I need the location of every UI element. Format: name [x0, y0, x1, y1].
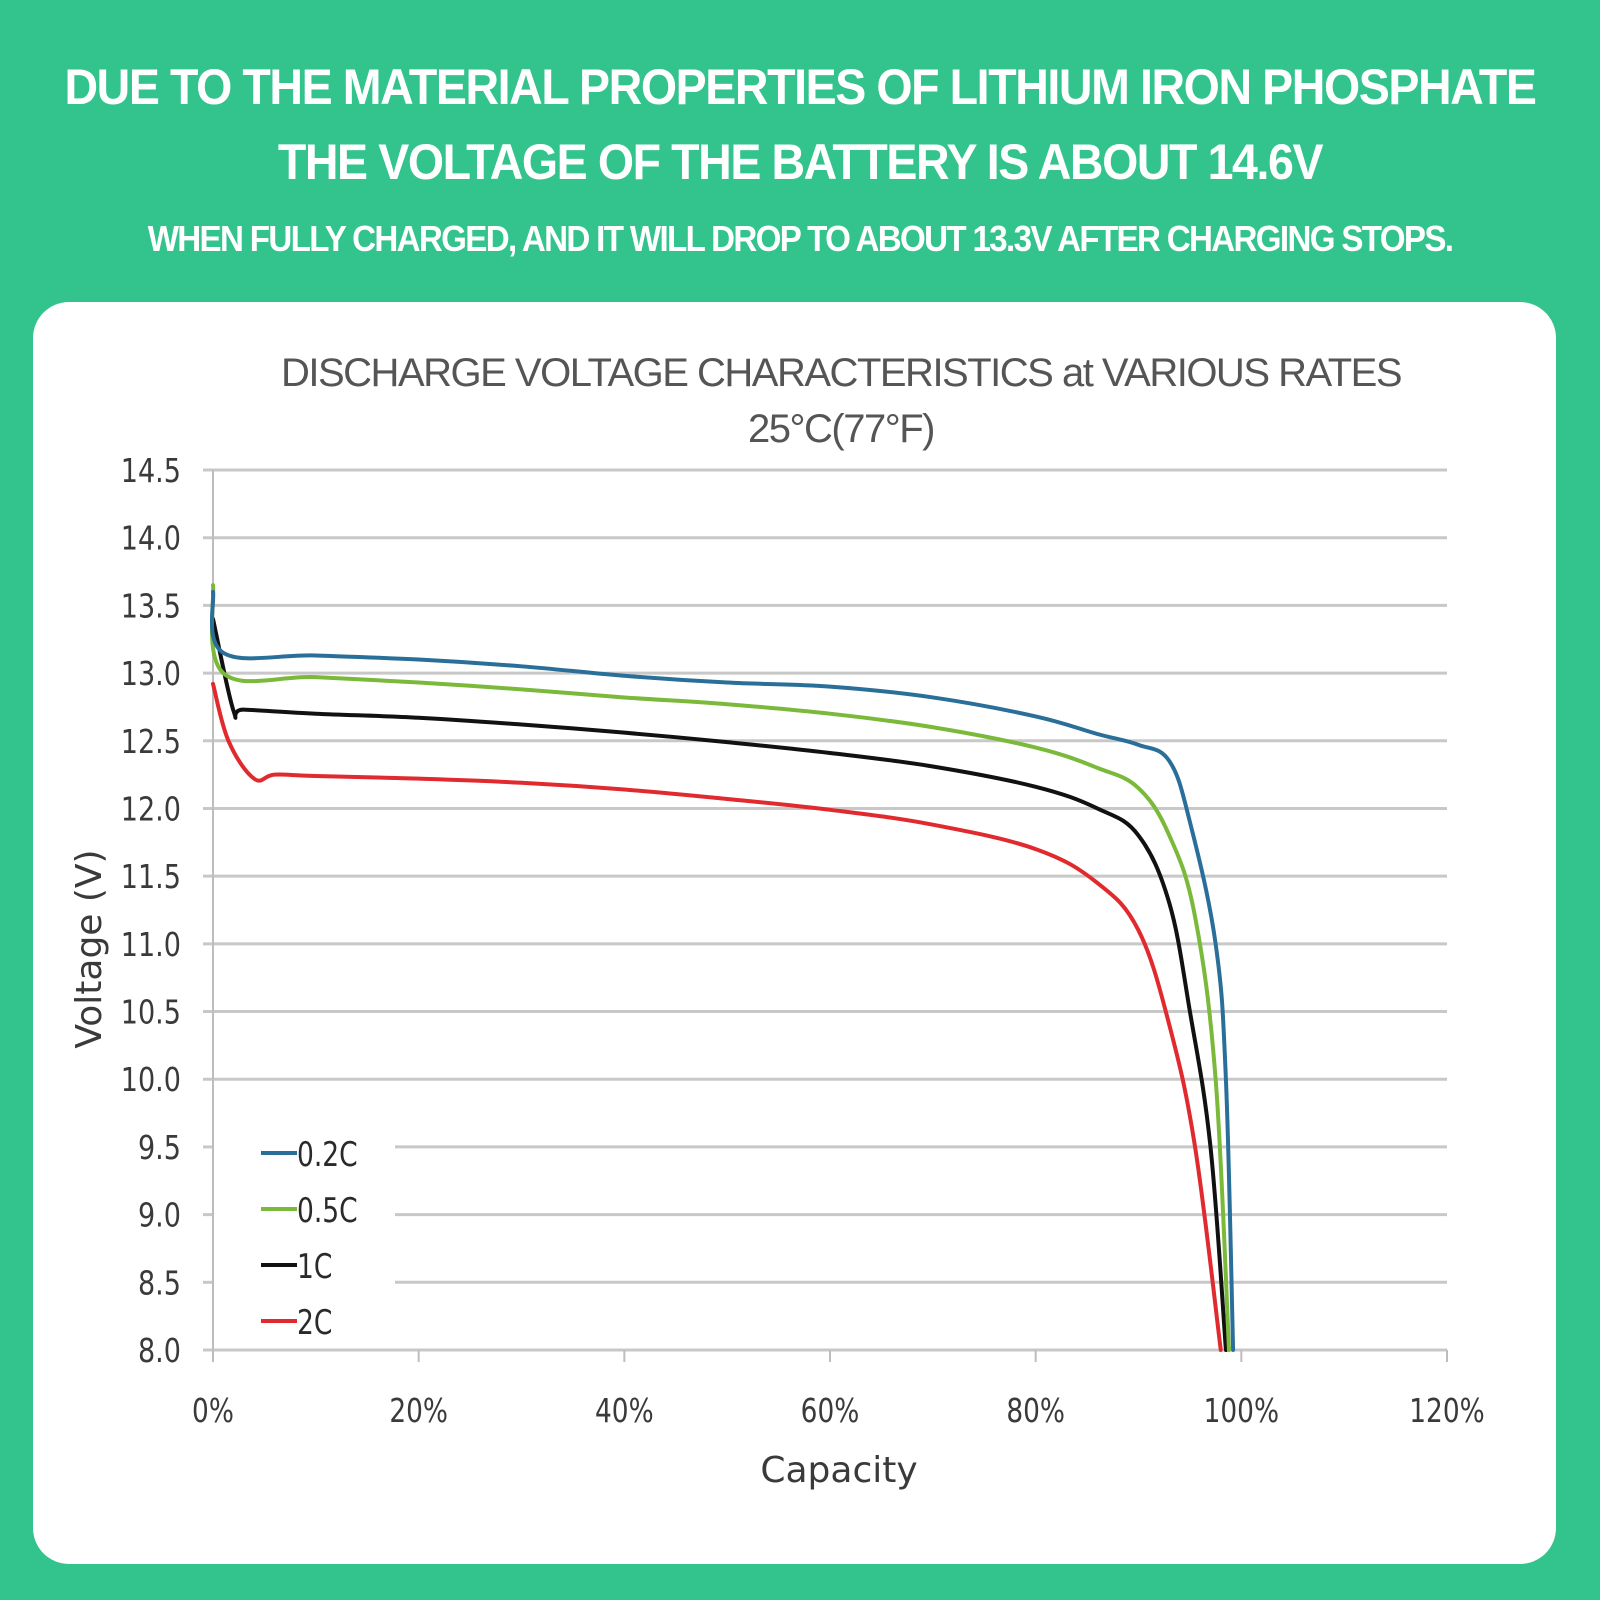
- legend-label: 0.2C: [297, 1136, 358, 1175]
- headline-line-3: WHEN FULLY CHARGED, AND IT WILL DROP TO …: [147, 218, 1454, 259]
- y-axis-title: Voltage (V): [69, 849, 110, 1048]
- legend-label: 2C: [297, 1304, 332, 1343]
- y-tick-label: 10.0: [121, 1062, 181, 1100]
- y-tick-label: 14.0: [121, 520, 181, 558]
- chart-title: DISCHARGE VOLTAGE CHARACTERISTICS at VAR…: [281, 351, 1401, 395]
- legend: 0.2C 0.5C 1C 2C: [261, 1136, 358, 1343]
- y-tick-label: 8.0: [138, 1332, 181, 1370]
- x-tick-label: 40%: [595, 1392, 654, 1431]
- y-tick-label: 8.5: [138, 1265, 181, 1303]
- series-line-2c: [211, 681, 1223, 1352]
- x-tick-label: 0%: [192, 1392, 234, 1431]
- y-tick-label: 9.5: [138, 1129, 181, 1167]
- y-tick-label: 13.0: [121, 656, 181, 694]
- chart-card: DISCHARGE VOLTAGE CHARACTERISTICS at VAR…: [33, 302, 1556, 1564]
- discharge-chart: DISCHARGE VOLTAGE CHARACTERISTICS at VAR…: [69, 351, 1485, 1491]
- chart-subtitle: 25°C(77°F): [748, 407, 934, 451]
- x-tick-label: 100%: [1204, 1392, 1279, 1431]
- gridlines: [203, 468, 1447, 1352]
- series-line-0-2c: [209, 589, 1236, 1352]
- legend-label: 0.5C: [297, 1192, 358, 1231]
- x-tick-label: 60%: [801, 1392, 860, 1431]
- y-tick-label: 10.5: [121, 994, 181, 1032]
- y-tick-label: 9.0: [138, 1197, 181, 1235]
- series-lines: [209, 583, 1236, 1352]
- headline-line-1: DUE TO THE MATERIAL PROPERTIES OF LITHIU…: [64, 59, 1536, 115]
- headline-line-2: THE VOLTAGE OF THE BATTERY IS ABOUT 14.6…: [277, 134, 1324, 190]
- y-tick-label: 13.5: [121, 588, 181, 626]
- x-axis-title: Capacity: [760, 1450, 917, 1491]
- y-tick-label: 11.5: [121, 859, 181, 897]
- series-line-0-5c: [209, 583, 1231, 1352]
- y-tick-label: 12.0: [121, 791, 181, 829]
- y-tick-label: 12.5: [121, 723, 181, 761]
- y-tick-label: 11.0: [121, 926, 181, 964]
- x-tick-label: 120%: [1409, 1392, 1484, 1431]
- legend-label: 1C: [297, 1248, 332, 1287]
- x-tick-label: 80%: [1006, 1392, 1065, 1431]
- y-tick-label: 14.5: [121, 452, 181, 490]
- series-line-1c: [211, 616, 1228, 1352]
- x-tick-label: 20%: [389, 1392, 448, 1431]
- axes: 14.5 14.0 13.5 13.0 12.5 12.0 11.5 11.0 10.5 10.0…: [121, 452, 1485, 1430]
